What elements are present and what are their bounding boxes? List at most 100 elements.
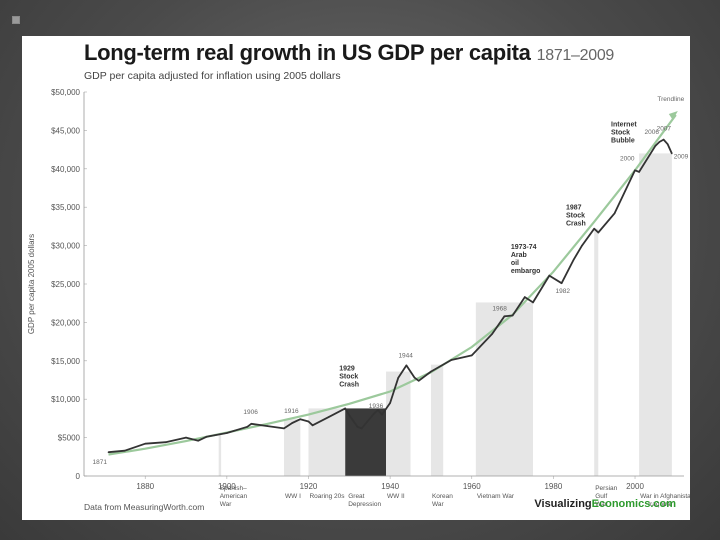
shaded-period-label: War — [220, 501, 233, 508]
gdp-data-point — [197, 439, 200, 442]
shaded-period — [386, 371, 411, 476]
gdp-data-point — [654, 144, 657, 147]
gdp-data-point — [613, 212, 616, 215]
y-tick-label: $25,000 — [51, 280, 80, 289]
gdp-data-point — [470, 354, 473, 357]
gdp-data-point — [266, 425, 269, 427]
shaded-period-label: WW I — [285, 493, 301, 500]
x-tick-label: 1880 — [136, 482, 154, 491]
chart-subtitle: GDP per capita adjusted for inflation us… — [84, 70, 341, 82]
shaded-period-label: WW II — [387, 493, 405, 500]
shaded-period — [475, 302, 533, 476]
x-tick-label: 1920 — [300, 482, 318, 491]
shaded-period-label: Spanish– — [220, 485, 247, 492]
shaded-period — [218, 434, 222, 476]
event-annotation: 1968 — [492, 305, 507, 312]
event-annotation: Stock — [566, 213, 585, 220]
gdp-data-point — [389, 402, 391, 404]
event-annotation: 1987 — [566, 205, 582, 212]
y-tick-label: $15,000 — [51, 357, 80, 366]
gdp-data-point — [307, 420, 310, 423]
x-tick-label: 1960 — [463, 482, 481, 491]
gdp-data-point — [164, 441, 167, 444]
gdp-data-point — [250, 422, 253, 425]
gdp-data-point — [185, 436, 187, 439]
shaded-period-label: American — [220, 493, 248, 500]
event-annotation: embargo — [511, 268, 541, 275]
trendline-label: Trendline — [657, 96, 684, 103]
gdp-data-point — [503, 315, 506, 318]
event-annotation: 1936 — [369, 403, 384, 410]
gdp-data-point — [344, 407, 347, 410]
trendline-arrow — [668, 111, 678, 121]
gdp-data-point — [560, 282, 563, 285]
shaded-period-label: War — [595, 501, 608, 508]
gdp-data-point — [226, 432, 228, 434]
event-annotation: 1906 — [243, 409, 258, 416]
y-tick-label: $35,000 — [51, 203, 80, 212]
event-annotation: 1929 — [339, 365, 355, 372]
event-annotation: 2000 — [620, 155, 635, 162]
event-annotation: Crash — [339, 381, 359, 388]
x-tick-label: 2000 — [626, 482, 644, 491]
gdp-data-point — [124, 449, 126, 452]
brand-logo: VisualizingEconomics.com — [534, 498, 676, 510]
event-annotation: Bubble — [611, 137, 635, 144]
gdp-data-point — [572, 258, 575, 261]
event-annotation: 2006 — [645, 129, 660, 136]
gdp-data-point — [597, 231, 600, 234]
gdp-data-point — [417, 379, 420, 382]
gdp-data-point — [548, 274, 551, 277]
y-tick-label: $40,000 — [51, 165, 80, 174]
gdp-data-point — [658, 141, 661, 143]
gdp-data-point — [328, 416, 330, 418]
gdp-data-point — [524, 296, 526, 298]
shaded-period-label: Gulf — [595, 493, 607, 500]
y-tick-label: $50,000 — [51, 88, 80, 97]
gdp-data-point — [246, 426, 249, 428]
shaded-period-label: Vietnam War — [477, 493, 515, 500]
gdp-data-point — [381, 413, 383, 416]
event-annotation: Stock — [611, 129, 630, 136]
gdp-data-point — [450, 359, 453, 361]
title-years: 1871–2009 — [536, 47, 615, 64]
event-annotation: 1916 — [284, 408, 299, 415]
shaded-period-label: Depression — [348, 501, 381, 508]
event-annotation: 1982 — [556, 288, 571, 295]
chart-title: Long-term real growth in US GDP per capi… — [84, 40, 615, 65]
event-annotation: 1871 — [92, 459, 107, 466]
x-tick-label: 1940 — [381, 482, 399, 491]
y-tick-label: $20,000 — [51, 318, 80, 327]
shaded-period — [594, 228, 599, 476]
gdp-data-point — [360, 427, 363, 430]
gdp-data-point — [491, 333, 493, 335]
gdp-data-point — [430, 370, 432, 373]
event-annotation: Internet — [611, 121, 637, 128]
gdp-data-point — [405, 364, 408, 367]
gdp-data-point — [532, 301, 534, 304]
shaded-period-label: Korean — [432, 493, 453, 500]
slide-bullet-icon — [12, 16, 20, 24]
event-annotation: 1973-74 — [511, 244, 537, 251]
gdp-data-point — [666, 143, 669, 146]
event-annotation: 2007 — [657, 126, 672, 133]
gdp-data-point — [291, 422, 293, 424]
y-tick-label: $10,000 — [51, 395, 80, 404]
gdp-data-point — [593, 227, 596, 230]
event-annotation: Arab — [511, 252, 527, 259]
shaded-period — [284, 419, 301, 476]
gdp-data-point — [144, 442, 147, 445]
gdp-data-point — [413, 376, 416, 379]
y-tick-label: $30,000 — [51, 242, 80, 251]
gdp-data-point — [634, 169, 636, 172]
shaded-period-label: War — [432, 501, 445, 508]
shaded-period-label: Great — [348, 493, 364, 500]
x-tick-label: 1980 — [544, 482, 562, 491]
gdp-data-point — [311, 424, 314, 427]
event-annotation: Stock — [339, 373, 358, 380]
shaded-period-label: War in Afghanistan — [640, 493, 690, 500]
gdp-data-point — [638, 171, 640, 173]
y-tick-label: $45,000 — [51, 126, 80, 135]
shaded-period-label: Roaring 20s — [309, 493, 345, 500]
shaded-period — [430, 364, 444, 476]
